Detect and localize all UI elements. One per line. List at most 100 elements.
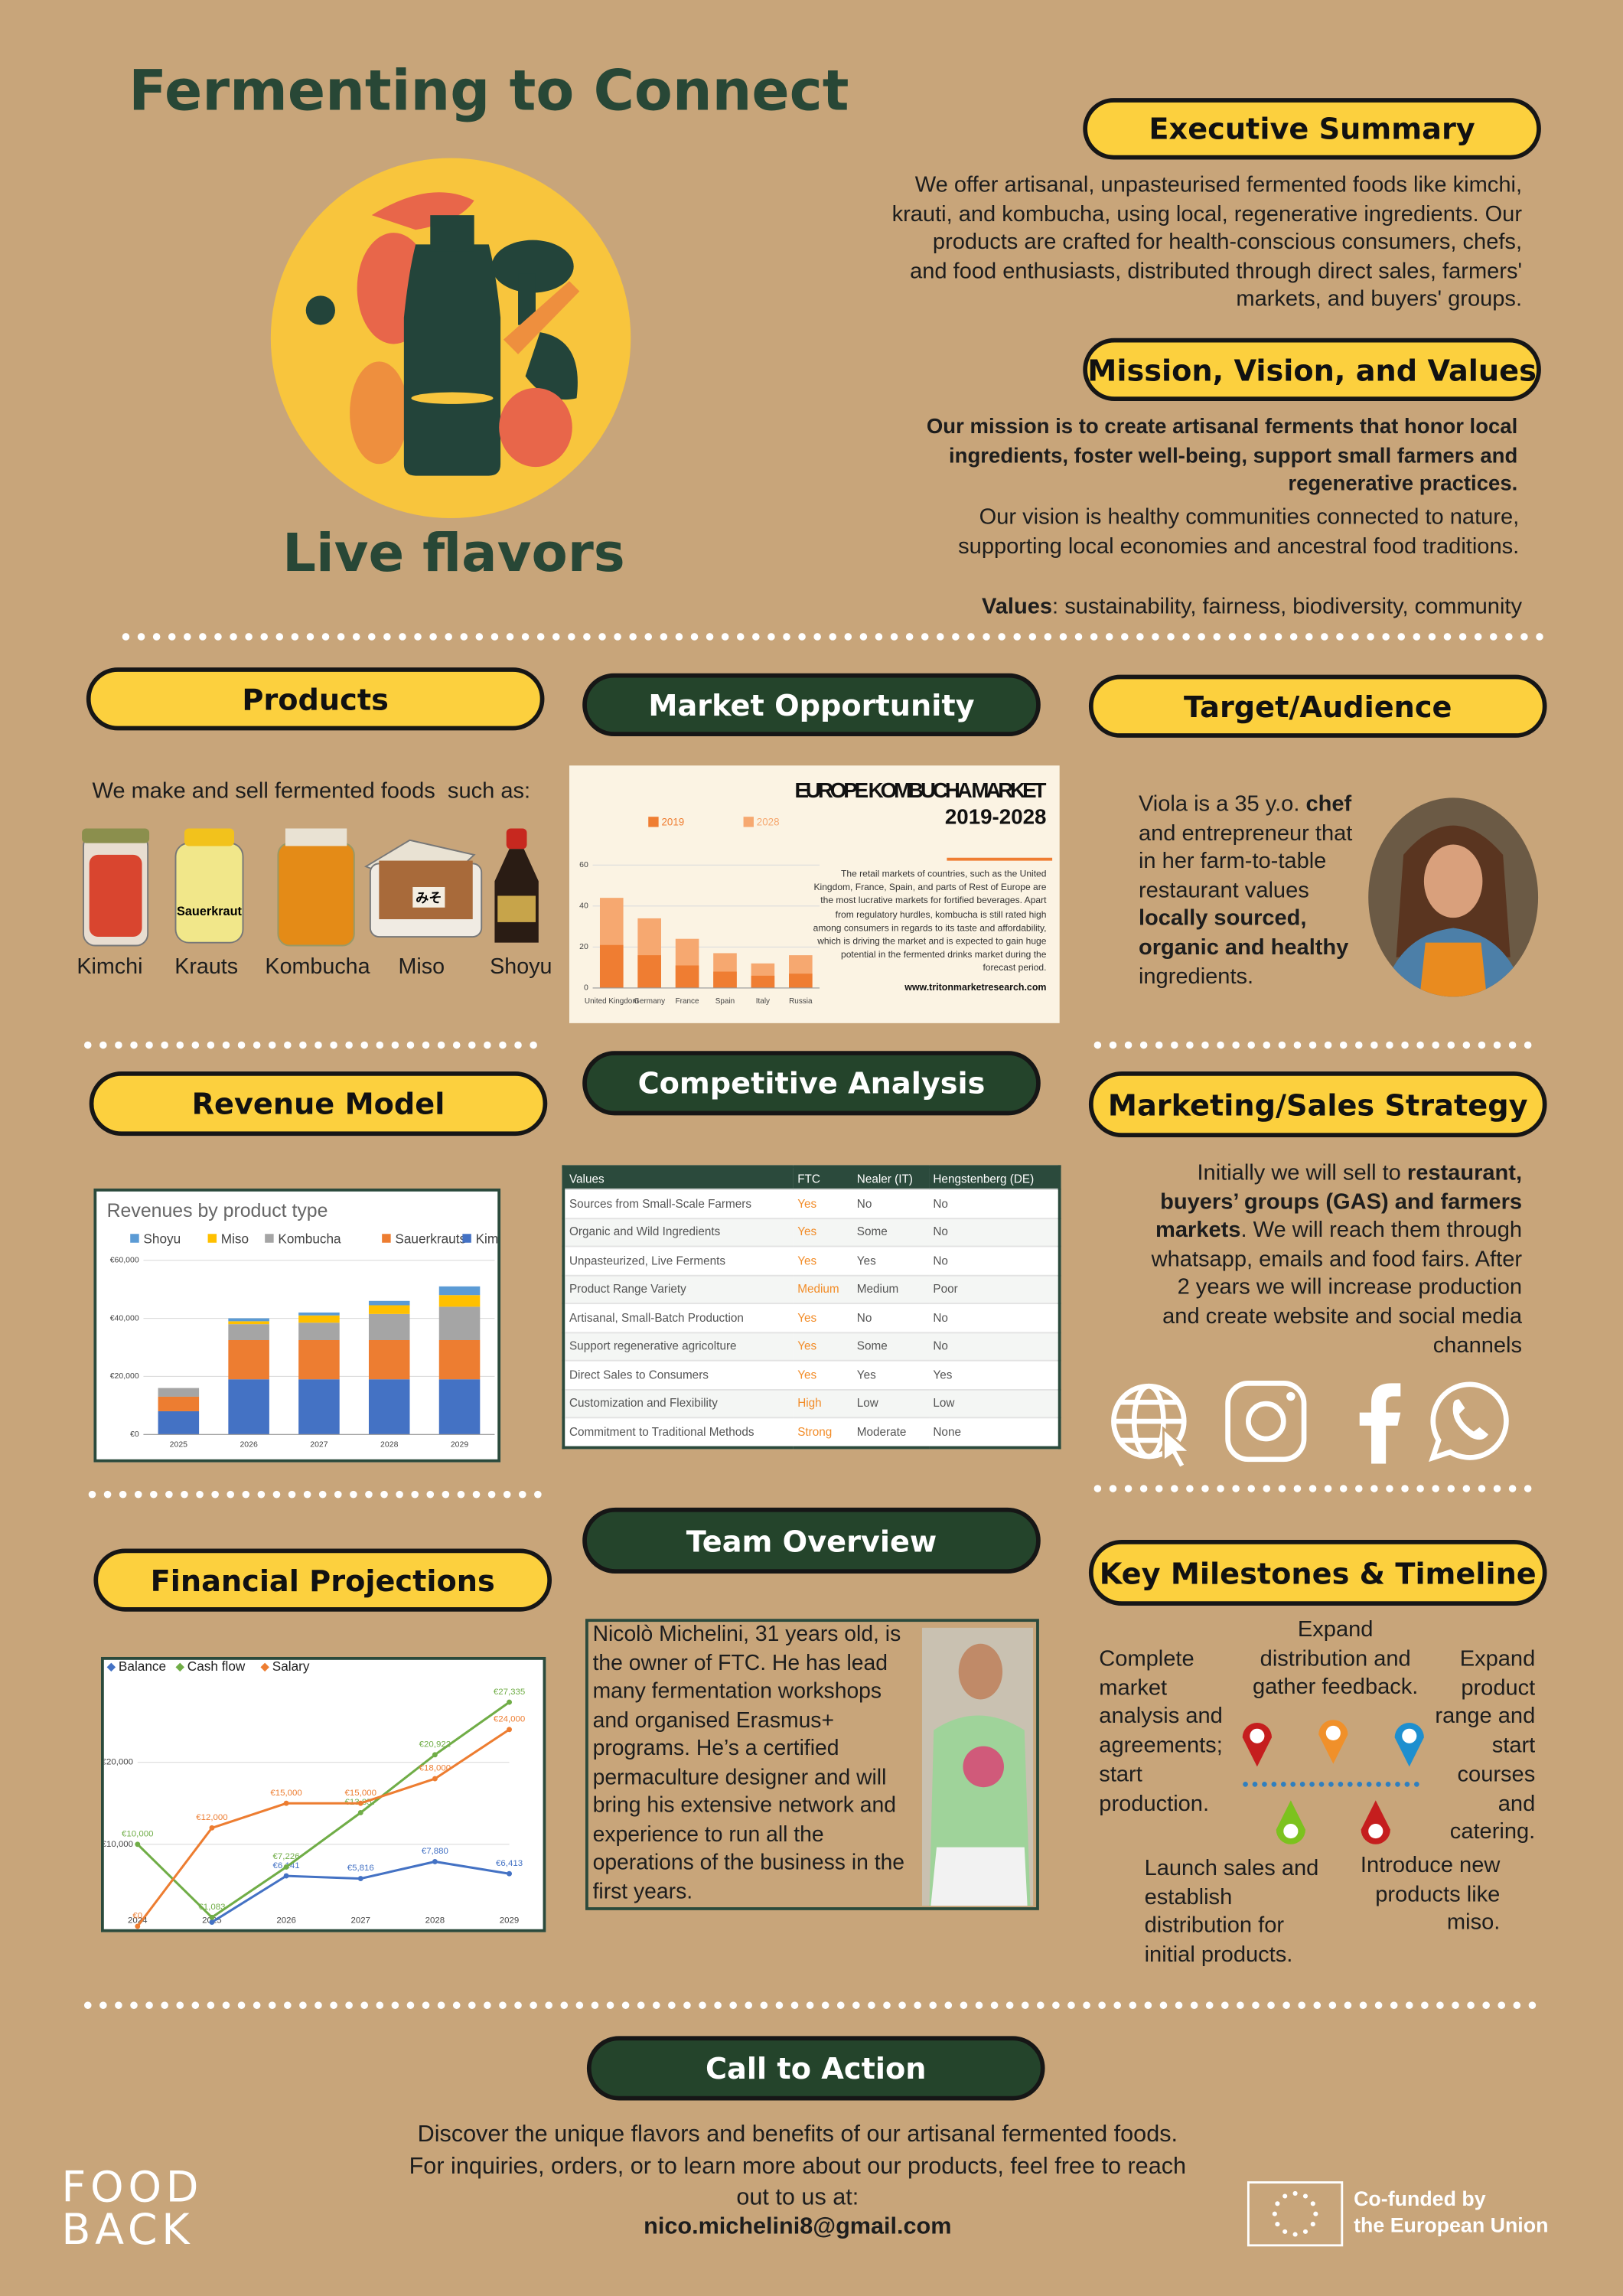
header-cell: FTC	[793, 1166, 853, 1190]
poster-title: Fermenting to Connect	[129, 58, 849, 123]
bar	[228, 1321, 269, 1325]
table-cell: No	[928, 1332, 1060, 1362]
data-label: €27,335	[494, 1688, 525, 1697]
table-row: Support regenerative agricolture Yes Some N…	[563, 1332, 1060, 1362]
table-cell: Yes	[793, 1189, 853, 1219]
bar	[438, 1379, 481, 1435]
data-label: €6,413	[496, 1859, 523, 1868]
legend-label: Miso	[221, 1231, 249, 1246]
x-tick-label: 2027	[350, 1916, 370, 1925]
y-tick-label: 20	[579, 942, 588, 951]
table-cell: Yes	[793, 1246, 853, 1276]
product-label: Krauts	[174, 954, 239, 980]
table-cell: No	[928, 1246, 1060, 1276]
table-cell: Yes	[852, 1246, 929, 1276]
y-tick-label: €0	[130, 1430, 139, 1439]
timeline-pin	[1361, 1800, 1390, 1844]
bar	[228, 1340, 269, 1380]
legend-label: Salary	[272, 1660, 310, 1674]
bold-text: restaurant, buyers’ groups (GAS) and far…	[1155, 1160, 1523, 1244]
bar	[298, 1379, 340, 1435]
logo-line: BACK	[61, 2204, 194, 2255]
table-row: Unpasteurized, Live Ferments Yes Yes No	[563, 1246, 1060, 1276]
point	[432, 1752, 438, 1758]
bar	[438, 1286, 481, 1296]
data-label: €0	[132, 1912, 142, 1921]
bar	[368, 1313, 410, 1341]
section-heading: Marketing/Sales Strategy	[1088, 1071, 1547, 1138]
table-cell: No	[928, 1303, 1060, 1333]
x-tick-label: United Kingdom	[585, 997, 639, 1006]
text: Viola is a 35 y.o.	[1138, 791, 1306, 817]
bar	[713, 971, 737, 988]
legend-label: Kimchi	[476, 1231, 498, 1246]
bar	[298, 1315, 340, 1323]
x-tick-label: 2029	[451, 1440, 469, 1449]
table-row: Customization and Flexibility High Low Low	[563, 1388, 1060, 1419]
table-header: Values FTC Nealer (IT) Hengstenberg (DE)	[563, 1166, 1060, 1190]
persona-photo	[1368, 797, 1539, 997]
point	[507, 1727, 513, 1733]
bar	[637, 955, 661, 988]
data-label: €5,816	[347, 1864, 374, 1873]
table-row: Organic and Wild Ingredients Yes Some No	[563, 1218, 1060, 1247]
team-text: Nicolò Michelini, 31 years old, is the o…	[592, 1623, 905, 1904]
table-cell: Yes	[928, 1360, 1060, 1390]
timeline-pin	[1318, 1720, 1348, 1764]
values-label: Values	[981, 594, 1053, 620]
chart-panel: €0 €20,000 €40,000 €60,000 2025 2026 2027 2028 2…	[93, 1188, 515, 1463]
legend-marker	[106, 1662, 116, 1672]
data-label: €18,000	[419, 1764, 451, 1773]
table-cell: No	[928, 1218, 1060, 1247]
legend-label: Kombucha	[278, 1231, 341, 1246]
section-heading: Market Opportunity	[582, 673, 1041, 737]
product-labels: Kimchi Krauts Kombucha Miso Shoyu	[0, 954, 585, 987]
x-tick-label: 2028	[380, 1440, 399, 1449]
table-cell: Strong	[793, 1417, 853, 1448]
data-label: €7,226	[273, 1852, 300, 1861]
text: . We will reach them through whatsapp, e…	[1151, 1218, 1523, 1358]
legend-label: 2019	[661, 816, 684, 827]
point	[209, 1825, 215, 1831]
legend-label: 2028	[757, 816, 780, 827]
bar	[789, 974, 813, 988]
point	[507, 1870, 513, 1877]
product-label: Kombucha	[265, 954, 370, 980]
email[interactable]: nico.michelini8@gmail.com	[644, 2214, 952, 2240]
header-cell: Values	[563, 1166, 794, 1190]
logo: FOOD BACK	[61, 2166, 203, 2255]
bar	[228, 1318, 269, 1322]
data-label: €20,922	[419, 1740, 451, 1749]
legend-swatch	[462, 1234, 471, 1243]
bar	[599, 944, 624, 988]
legend-swatch	[743, 817, 754, 827]
table-cell: Medium	[852, 1274, 929, 1305]
legend-marker	[260, 1662, 269, 1672]
legend-swatch	[207, 1234, 217, 1243]
table-cell: Poor	[928, 1274, 1060, 1305]
table-cell: Product Range Variety	[563, 1274, 794, 1305]
legend-swatch	[648, 817, 659, 827]
bar	[368, 1379, 410, 1435]
section-heading: Products	[86, 667, 545, 731]
legend-swatch	[130, 1234, 139, 1243]
whatsapp-icon	[1429, 1381, 1509, 1463]
x-tick-label: 2026	[240, 1440, 258, 1449]
eu-line: the European Union	[1354, 2213, 1549, 2237]
y-tick-label: 60	[579, 860, 588, 869]
legend-swatch	[265, 1234, 274, 1243]
chart-panel: €10,000€20,000202420252026202720282029€6…	[100, 1656, 546, 1932]
y-tick-label: €40,000	[110, 1313, 139, 1322]
bar	[158, 1396, 200, 1411]
comparison-table: Values FTC Nealer (IT) Hengstenberg (DE) Sou…	[562, 1165, 1061, 1449]
product-label: Shoyu	[490, 954, 552, 980]
table-row: Sources from Small-Scale Farmers Yes No No	[563, 1189, 1060, 1219]
bar	[368, 1305, 410, 1314]
milestone-text: Expand distribution and gather feedback.	[1252, 1617, 1419, 1701]
bar	[675, 965, 699, 988]
table-cell: Commitment to Traditional Methods	[563, 1417, 794, 1448]
x-tick-label: 2025	[170, 1440, 188, 1449]
table-cell: Artisanal, Small-Batch Production	[563, 1303, 794, 1333]
table-cell: Organic and Wild Ingredients	[563, 1218, 794, 1247]
section-heading: Revenue Model	[89, 1071, 548, 1137]
